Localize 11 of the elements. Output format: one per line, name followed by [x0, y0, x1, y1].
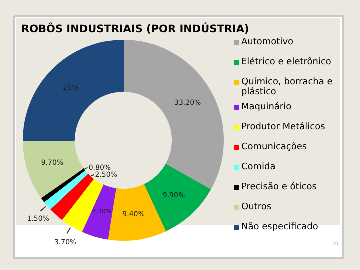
legend-label: Automotivo: [242, 38, 294, 48]
legend-label: Maquinário: [242, 102, 292, 112]
legend-label: Comida: [242, 162, 276, 172]
legend-label: Não especificado: [242, 222, 319, 232]
legend-label: Outros: [242, 202, 272, 212]
legend-label: Químico, borracha e plástico: [242, 76, 334, 98]
legend-label: Precisão e óticos: [242, 182, 318, 192]
legend-label: Elétrico e eletrônico: [242, 56, 332, 68]
legend-label: Comunicações: [242, 142, 308, 152]
legend-label: Produtor Metálicos: [242, 122, 326, 132]
chart-title: ROBÔS INDUSTRIAIS (POR INDÚSTRIA): [22, 22, 250, 36]
